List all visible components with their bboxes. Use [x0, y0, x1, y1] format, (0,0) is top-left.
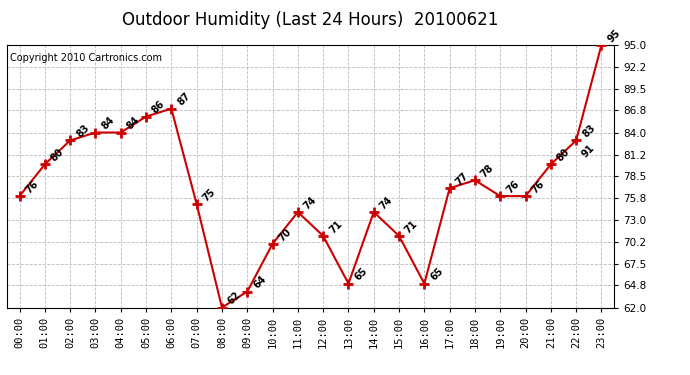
- Text: 80: 80: [49, 147, 66, 164]
- Text: 75: 75: [201, 187, 217, 203]
- Text: 74: 74: [378, 195, 395, 211]
- Text: 84: 84: [99, 115, 117, 132]
- Text: 62: 62: [226, 290, 243, 307]
- Text: 83: 83: [75, 123, 91, 140]
- Text: 64: 64: [251, 274, 268, 291]
- Text: 80: 80: [555, 147, 572, 164]
- Text: Outdoor Humidity (Last 24 Hours)  20100621: Outdoor Humidity (Last 24 Hours) 2010062…: [122, 11, 499, 29]
- Text: 87: 87: [175, 91, 193, 108]
- Text: 84: 84: [125, 115, 141, 132]
- Text: 78: 78: [479, 163, 496, 180]
- Text: 76: 76: [23, 179, 40, 195]
- Text: 71: 71: [327, 219, 344, 235]
- Text: Copyright 2010 Cartronics.com: Copyright 2010 Cartronics.com: [10, 53, 162, 63]
- Text: 76: 76: [530, 179, 546, 195]
- Text: 74: 74: [302, 195, 319, 211]
- Text: 65: 65: [353, 266, 369, 283]
- Text: 77: 77: [454, 171, 471, 188]
- Text: 76: 76: [504, 179, 521, 195]
- Text: 65: 65: [428, 266, 445, 283]
- Text: 95: 95: [606, 28, 622, 44]
- Text: 91: 91: [580, 142, 597, 159]
- Text: 71: 71: [403, 219, 420, 235]
- Text: 70: 70: [277, 226, 293, 243]
- Text: 83: 83: [580, 123, 597, 140]
- Text: 86: 86: [150, 99, 167, 116]
